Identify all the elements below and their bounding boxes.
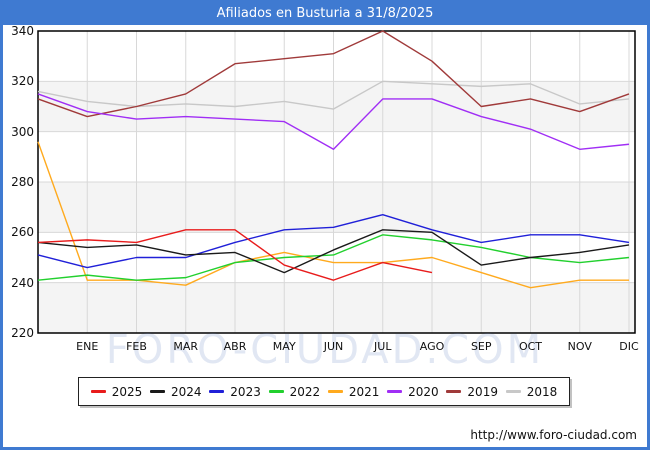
legend-item-2025: 2025 bbox=[90, 384, 143, 399]
series-line-2023 bbox=[37, 214, 630, 269]
legend-label: 2019 bbox=[467, 384, 498, 399]
chart-title: Afiliados en Busturia a 31/8/2025 bbox=[3, 3, 647, 25]
legend-dash-icon bbox=[327, 390, 343, 393]
legend-label: 2025 bbox=[111, 384, 143, 399]
legend-item-2020: 2020 bbox=[387, 385, 439, 399]
legend-label: 2021 bbox=[348, 384, 380, 399]
y-tick-label: 280 bbox=[11, 175, 34, 189]
footer-url: http://www.foro-ciudad.com bbox=[470, 428, 637, 442]
legend-dash-icon bbox=[150, 390, 166, 393]
y-tick-label: 240 bbox=[11, 275, 34, 290]
y-tick-label: 260 bbox=[11, 225, 34, 240]
series-line-2024 bbox=[37, 229, 630, 274]
legend: 2025 2024 2023 2022 2021 2020 2019 2018 bbox=[78, 377, 570, 406]
legend-dash-icon bbox=[387, 390, 403, 393]
x-tick-label-nov: NOV bbox=[567, 340, 592, 353]
x-tick-label-abr: ABR bbox=[223, 340, 247, 353]
legend-label: 2018 bbox=[526, 384, 558, 399]
legend-item-2021: 2021 bbox=[327, 384, 380, 399]
y-tick-label: 300 bbox=[11, 124, 34, 139]
shaded-band bbox=[38, 81, 635, 132]
plot-border bbox=[37, 30, 636, 334]
y-tick-label: 320 bbox=[11, 74, 34, 89]
y-tick-label: 340 bbox=[11, 24, 34, 38]
x-tick-label-sep: SEP bbox=[470, 340, 492, 353]
legend-item-2023: 2023 bbox=[209, 385, 261, 399]
legend-item-2019: 2019 bbox=[446, 385, 498, 399]
legend-label: 2023 bbox=[230, 384, 261, 399]
x-tick-label-mar: MAR bbox=[173, 340, 199, 353]
legend-item-2024: 2024 bbox=[150, 385, 202, 399]
series-line-2020 bbox=[37, 93, 630, 150]
x-tick-label-jun: JUN bbox=[323, 340, 344, 353]
legend-label: 2022 bbox=[289, 384, 321, 399]
x-tick-label-may: MAY bbox=[272, 340, 296, 353]
x-tick-label-dic: DIC bbox=[619, 340, 639, 353]
legend-dash-icon bbox=[90, 390, 106, 393]
x-tick-label-oct: OCT bbox=[518, 340, 543, 353]
legend-dash-icon bbox=[505, 390, 521, 393]
x-tick-label-feb: FEB bbox=[126, 340, 147, 353]
legend-dash-icon bbox=[268, 390, 284, 393]
legend-item-2018: 2018 bbox=[505, 384, 558, 399]
legend-dash-icon bbox=[446, 390, 462, 393]
x-tick-label-ago: AGO bbox=[419, 340, 445, 353]
legend-dash-icon bbox=[209, 390, 225, 393]
x-tick-label-jul: JUL bbox=[374, 340, 392, 353]
series-line-2019 bbox=[37, 30, 630, 118]
shaded-band bbox=[38, 182, 635, 233]
series-line-2025 bbox=[37, 229, 433, 281]
y-tick-label: 220 bbox=[11, 326, 34, 340]
chart-canvas bbox=[37, 30, 636, 334]
legend-item-2022: 2022 bbox=[268, 384, 321, 399]
legend-label: 2024 bbox=[171, 384, 202, 399]
shaded-band bbox=[38, 282, 635, 333]
legend-label: 2020 bbox=[408, 384, 439, 399]
x-tick-label-ene: ENE bbox=[76, 340, 99, 353]
